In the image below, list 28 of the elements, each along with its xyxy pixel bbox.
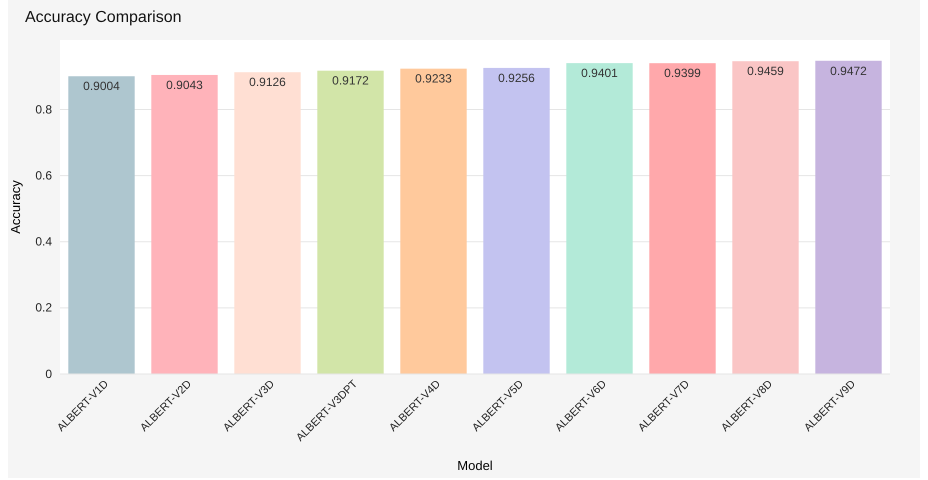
chart-title: Accuracy Comparison [25, 9, 182, 26]
x-axis-title: Model [457, 458, 493, 473]
bar [566, 63, 633, 374]
data-label: 0.9459 [747, 64, 784, 78]
bar [815, 60, 882, 374]
y-axis-title: Accuracy [8, 180, 23, 234]
data-label: 0.9399 [664, 66, 702, 80]
data-label: 0.9004 [83, 79, 120, 94]
bar [400, 68, 467, 374]
bar [68, 76, 135, 374]
y-tick-label: 0.8 [35, 102, 52, 116]
y-tick-label: 0.4 [35, 234, 52, 249]
y-tick-label: 0.6 [35, 168, 52, 182]
data-label: 0.9401 [581, 66, 618, 80]
bar [234, 72, 301, 374]
y-tick-label: 0 [45, 366, 52, 381]
bar [151, 74, 218, 374]
data-label: 0.9172 [332, 74, 370, 88]
bar [649, 63, 716, 374]
data-label: 0.9043 [166, 78, 204, 92]
data-label: 0.9233 [415, 72, 452, 86]
data-label: 0.9126 [249, 75, 286, 90]
y-tick-label: 0.2 [35, 300, 52, 315]
bar [483, 68, 550, 374]
bar [317, 70, 384, 374]
data-label: 0.9256 [498, 70, 536, 85]
data-label: 0.9472 [830, 64, 868, 78]
bar [732, 61, 799, 374]
